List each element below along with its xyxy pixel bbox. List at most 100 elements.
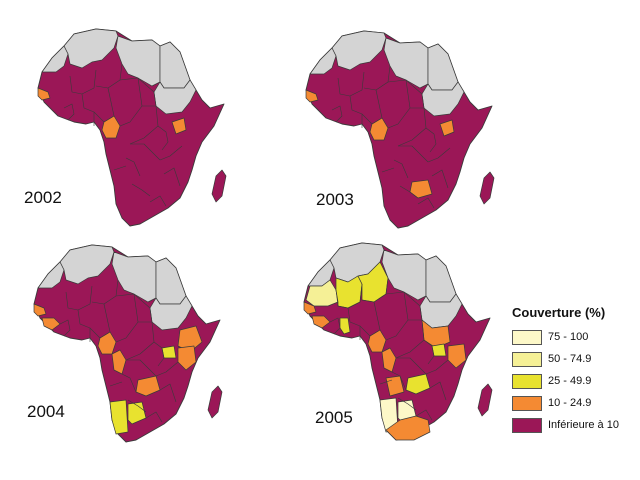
country-border	[130, 143, 161, 161]
legend-item: Inférieure à 10	[512, 414, 636, 436]
country-border	[81, 93, 105, 123]
country-border	[393, 159, 409, 179]
legend-label: 50 - 74.9	[548, 353, 592, 365]
legend-label: 75 - 100	[548, 331, 589, 343]
coverage-region	[177, 325, 203, 353]
legend-swatch	[512, 329, 542, 345]
coverage-region	[305, 89, 319, 103]
country-border	[396, 357, 427, 375]
coverage-region	[135, 375, 161, 397]
country-border	[145, 411, 163, 423]
madagascar	[207, 385, 223, 419]
coverage-region	[381, 347, 397, 373]
country-border	[361, 277, 389, 303]
africa-map-2004	[33, 244, 223, 443]
coverage-region	[171, 117, 187, 135]
legend-item: 10 - 24.9	[512, 392, 636, 414]
country-border	[77, 309, 101, 339]
legend-item: 25 - 49.9	[512, 370, 636, 392]
no-data-region	[37, 261, 65, 289]
coverage-region	[385, 375, 405, 397]
country-border	[387, 79, 411, 129]
legend-item: 50 - 74.9	[512, 348, 636, 370]
legend-swatch	[512, 395, 542, 411]
country-border	[59, 319, 71, 337]
country-border	[153, 341, 165, 367]
africa-map-2002	[37, 28, 227, 227]
no-data-region	[41, 45, 69, 73]
legend-label: Inférieure à 10	[548, 419, 619, 431]
country-border	[155, 361, 179, 377]
africa-map-2005	[303, 242, 493, 441]
country-border	[127, 399, 147, 413]
country-border	[387, 79, 425, 109]
legend-title: Couverture (%)	[512, 305, 606, 320]
country-border	[423, 339, 435, 365]
coverage-region	[41, 317, 61, 331]
madagascar	[479, 171, 495, 205]
legend-swatch	[512, 373, 542, 389]
coverage-region	[111, 349, 127, 375]
year-label-2005: 2005	[315, 408, 353, 427]
country-border	[131, 183, 151, 197]
year-label-2004: 2004	[27, 402, 65, 421]
country-border	[385, 291, 423, 321]
africa-map-2003	[305, 30, 495, 229]
coverage-region	[37, 87, 51, 101]
no-data-region	[159, 41, 191, 89]
no-data-region	[309, 47, 337, 75]
no-data-region	[427, 43, 459, 91]
country-border	[425, 359, 449, 375]
country-border	[331, 105, 343, 123]
country-border	[347, 307, 371, 337]
country-border	[109, 381, 123, 387]
coverage-region	[439, 119, 455, 137]
coverage-region	[409, 179, 433, 199]
country-border	[349, 95, 373, 125]
legend: Couverture (%) 75 - 100 50 - 74.9 25 - 4…	[512, 305, 636, 436]
country-border	[398, 145, 429, 163]
country-border	[113, 165, 127, 171]
country-border	[431, 169, 449, 189]
coverage-region	[161, 345, 177, 359]
country-border	[121, 373, 137, 393]
country-border	[159, 145, 183, 161]
country-border	[103, 87, 115, 123]
country-border	[126, 359, 157, 377]
country-border	[115, 293, 153, 323]
year-label-2002: 2002	[24, 188, 62, 207]
madagascar	[211, 169, 227, 203]
coverage-region	[303, 301, 317, 315]
coverage-region	[33, 303, 47, 317]
madagascar	[477, 383, 493, 417]
legend-label: 10 - 24.9	[548, 397, 592, 409]
coverage-region	[385, 415, 431, 441]
no-data-region	[111, 251, 157, 303]
country-border	[125, 157, 141, 177]
legend-item: 75 - 100	[512, 326, 636, 348]
country-border	[159, 383, 177, 403]
country-border	[385, 291, 409, 341]
country-border	[417, 197, 435, 209]
no-data-region	[381, 249, 427, 301]
country-border	[425, 127, 437, 153]
country-border	[399, 185, 419, 199]
country-border	[157, 125, 169, 151]
no-data-region	[383, 37, 429, 89]
coverage-region	[127, 401, 147, 425]
country-border	[119, 77, 157, 107]
country-border	[91, 279, 119, 305]
country-border	[369, 301, 381, 337]
coverage-region	[405, 373, 431, 395]
country-border	[415, 409, 433, 421]
country-border	[381, 167, 395, 173]
country-border	[95, 63, 123, 89]
country-border	[115, 293, 139, 343]
country-border	[329, 317, 341, 335]
legend-swatch	[512, 417, 542, 433]
country-border	[391, 371, 407, 391]
coverage-region	[109, 399, 129, 435]
country-border	[397, 397, 417, 411]
country-border	[427, 147, 451, 163]
